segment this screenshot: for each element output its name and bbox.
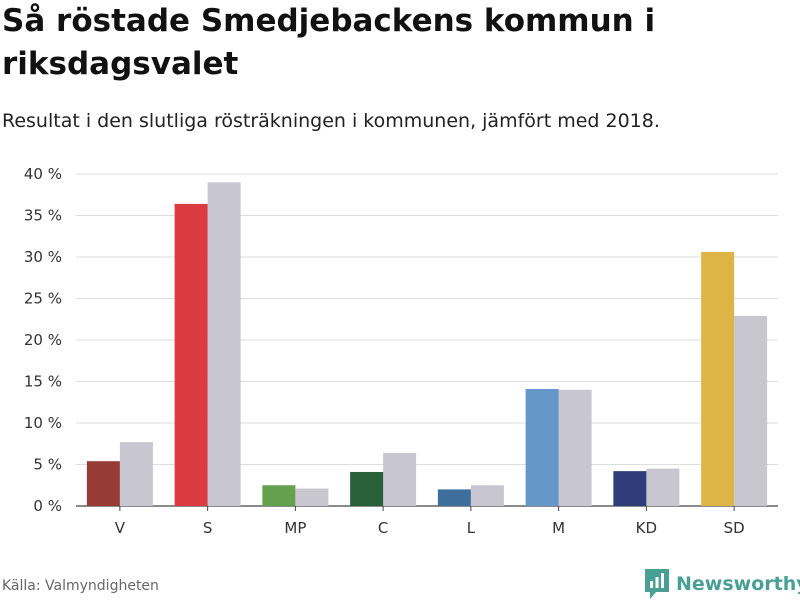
- x-tick-label: C: [378, 519, 388, 537]
- brand-name: Newsworthy: [676, 573, 800, 595]
- chart-subtitle: Resultat i den slutliga rösträkningen i …: [2, 110, 660, 132]
- y-tick-label: 5 %: [33, 456, 62, 474]
- bar-2018-sd: [734, 315, 768, 506]
- x-tick-label: L: [467, 519, 476, 537]
- bar-2018-mp: [295, 488, 329, 506]
- bar-2018-v: [119, 442, 153, 506]
- newsworthy-logo: Newsworthy: [644, 568, 800, 600]
- bar-2018-c: [383, 452, 417, 506]
- bar-2022-c: [350, 471, 384, 506]
- bar-2022-l: [437, 489, 471, 506]
- y-tick-label: 30 %: [24, 248, 62, 266]
- bar-2022-sd: [701, 252, 735, 506]
- y-tick-label: 25 %: [24, 290, 62, 308]
- y-tick-label: 15 %: [24, 373, 62, 391]
- x-tick-label: S: [203, 519, 213, 537]
- x-tick-label: M: [552, 519, 565, 537]
- bar-2018-kd: [646, 468, 680, 506]
- bar-2018-s: [207, 182, 241, 507]
- bar-2022-v: [86, 461, 120, 506]
- source-note: Källa: Valmyndigheten: [2, 578, 159, 594]
- bar-2018-l: [470, 485, 504, 506]
- newsworthy-logo-icon: [645, 569, 669, 599]
- bar-2022-m: [525, 388, 559, 506]
- bar-2022-s: [174, 203, 208, 506]
- y-tick-label: 20 %: [24, 331, 62, 349]
- y-tick-label: 10 %: [24, 414, 62, 432]
- y-tick-label: 0 %: [33, 497, 62, 515]
- chart-title: Så röstade Smedjebackens kommun i riksda…: [2, 3, 656, 82]
- bar-2018-m: [558, 389, 592, 506]
- y-tick-label: 35 %: [24, 207, 62, 225]
- x-tick-label: MP: [284, 519, 306, 537]
- x-tick-label: SD: [724, 519, 745, 537]
- x-tick-label: KD: [636, 519, 657, 537]
- x-tick-label: V: [115, 519, 126, 537]
- bar-2022-mp: [262, 485, 296, 506]
- bar-2022-kd: [613, 471, 647, 506]
- y-tick-label: 40 %: [24, 165, 62, 183]
